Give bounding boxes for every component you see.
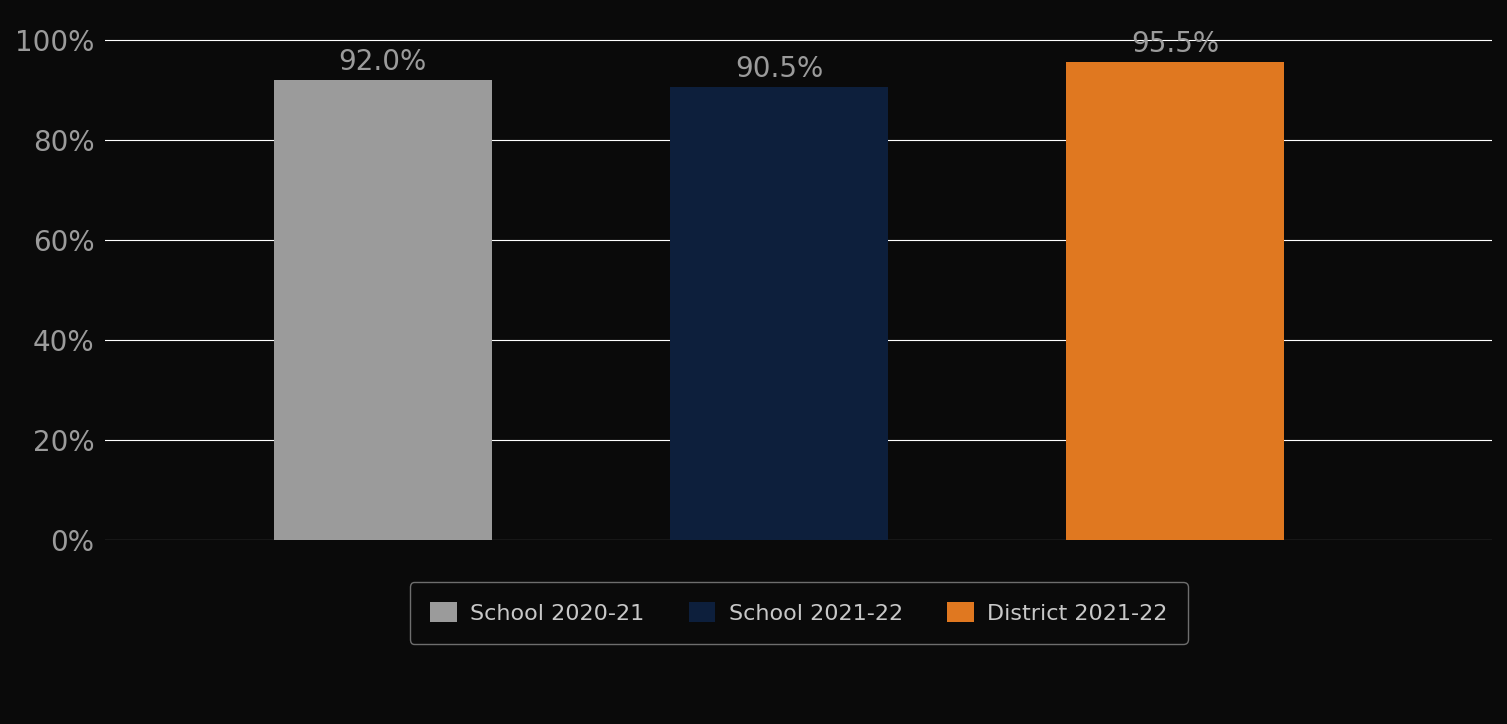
Bar [274,80,491,539]
Bar [1065,62,1284,539]
Legend: School 2020-21, School 2021-22, District 2021-22: School 2020-21, School 2021-22, District… [410,582,1188,644]
Text: 92.0%: 92.0% [339,48,426,76]
Text: 95.5%: 95.5% [1132,30,1219,59]
Text: 90.5%: 90.5% [735,56,823,83]
Bar [671,88,888,539]
